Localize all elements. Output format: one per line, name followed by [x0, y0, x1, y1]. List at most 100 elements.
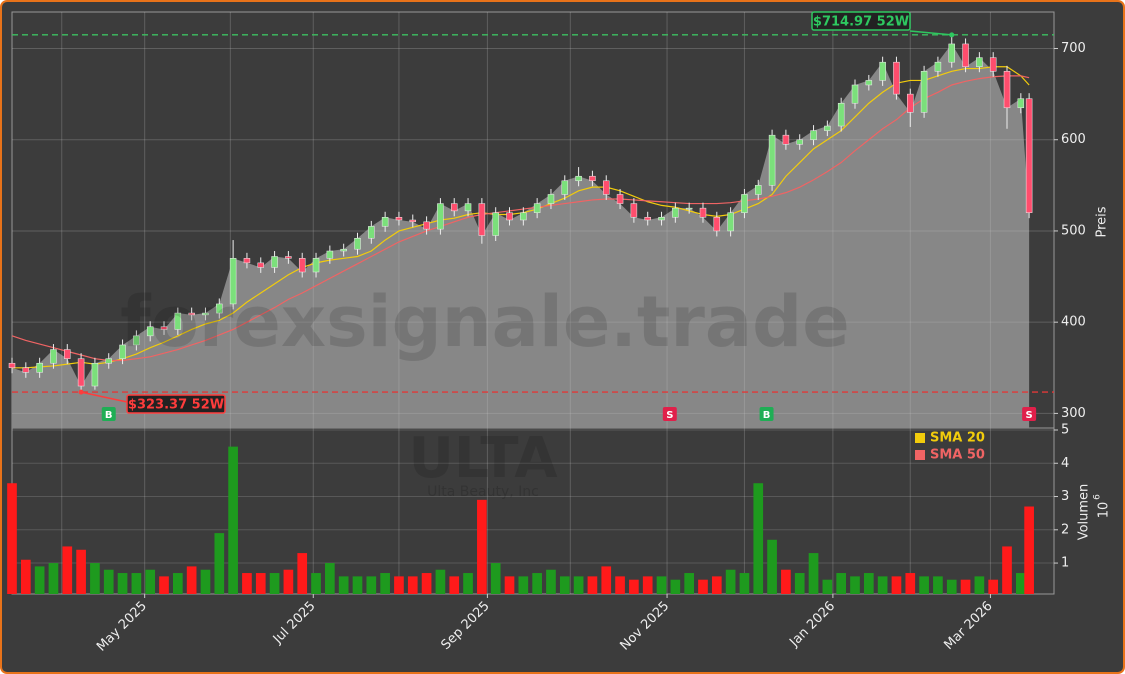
- volume-tick-label: 2: [1061, 522, 1069, 537]
- candle-body: [50, 349, 57, 364]
- candle-body: [381, 217, 389, 227]
- annotation-label: $714.97 52W: [813, 15, 909, 30]
- candle-body: [105, 358, 112, 364]
- candle-body: [1025, 98, 1033, 213]
- volume-bar: [394, 576, 404, 594]
- volume-bar: [877, 576, 888, 594]
- signal-marker: [1022, 407, 1037, 421]
- candle-body: [851, 84, 859, 104]
- y-tick-label: 600: [1061, 132, 1086, 147]
- volume-bar: [7, 483, 17, 594]
- candle-body: [713, 217, 721, 232]
- candle-body: [202, 312, 209, 316]
- candle-body: [602, 180, 610, 195]
- volume-bar: [559, 576, 570, 594]
- volume-bar: [34, 566, 45, 594]
- volume-bar: [407, 576, 418, 594]
- candle-body: [616, 194, 624, 204]
- candle-body: [920, 71, 928, 113]
- volume-bar: [366, 576, 377, 594]
- candle-body: [893, 61, 900, 95]
- volume-bar: [159, 576, 169, 594]
- candle-body: [409, 219, 417, 223]
- watermark: forexsignale.trade: [120, 281, 849, 363]
- volume-bar: [781, 569, 791, 594]
- volume-bar: [850, 576, 860, 594]
- volume-axis-label: Volumen: [1077, 484, 1092, 541]
- volume-exponent: 6: [1093, 494, 1103, 500]
- signal-marker: [662, 407, 677, 421]
- volume-bar: [1024, 506, 1034, 594]
- candle-body: [976, 57, 983, 67]
- volume-bar: [946, 579, 957, 594]
- volume-bar: [283, 569, 294, 594]
- volume-bar: [200, 569, 211, 594]
- volume-bar: [808, 553, 819, 594]
- candle-body: [865, 80, 873, 86]
- candle-body: [174, 312, 182, 330]
- candle-body: [340, 248, 347, 252]
- volume-bar: [546, 569, 556, 594]
- candle-body: [243, 258, 251, 264]
- volume-bar: [629, 579, 639, 594]
- candle-body: [478, 203, 486, 236]
- annotation-arrowhead: [78, 389, 84, 395]
- volume-bar: [974, 576, 985, 594]
- candle-body: [298, 258, 306, 273]
- volume-bar: [836, 573, 847, 594]
- candle-body: [810, 130, 817, 140]
- candle-body: [368, 226, 375, 239]
- signal-marker: [759, 407, 774, 421]
- legend-swatch: [915, 433, 925, 443]
- volume-bar: [587, 576, 598, 594]
- volume-bar: [311, 573, 321, 594]
- volume-bar: [504, 576, 515, 594]
- candle-body: [699, 207, 707, 218]
- volume-bar: [753, 483, 764, 594]
- candle-body: [216, 303, 223, 314]
- candle-body: [989, 57, 997, 72]
- volume-bar: [48, 563, 59, 594]
- volume-bar: [891, 576, 902, 594]
- volume-bar: [463, 573, 473, 594]
- candle-body: [796, 139, 803, 145]
- y-axis-label: Preis: [1095, 206, 1110, 237]
- candle-body: [506, 212, 513, 221]
- candle-body: [64, 349, 71, 359]
- candle-body: [492, 212, 499, 236]
- candle-body: [188, 312, 195, 316]
- volume-bar: [1015, 573, 1026, 594]
- ticker-watermark: ULTA: [408, 426, 558, 491]
- volume-bar: [725, 569, 736, 594]
- volume-bar: [698, 579, 708, 594]
- legend-swatch: [915, 450, 925, 460]
- volume-bar: [822, 579, 833, 594]
- candle-body: [658, 217, 665, 221]
- volume-bar: [255, 573, 266, 594]
- volume-bar: [325, 563, 335, 594]
- annotation-box: [126, 394, 226, 414]
- volume-bar: [767, 539, 777, 594]
- annotation-arrowhead: [949, 32, 955, 38]
- volume-bar: [435, 569, 446, 594]
- volume-bar: [76, 549, 86, 594]
- signal-marker: [101, 407, 116, 421]
- annotation-label: $323.37 52W: [128, 398, 224, 413]
- candle-body: [547, 194, 555, 204]
- volume-multiplier: 10: [1097, 502, 1112, 519]
- volume-tick-label: 1: [1061, 556, 1069, 571]
- candle-body: [326, 250, 334, 259]
- candle-body: [879, 61, 886, 81]
- candle-body: [1017, 98, 1025, 109]
- volume-bar: [380, 573, 390, 594]
- y-tick-label: 500: [1061, 223, 1086, 238]
- y-tick-label: 300: [1061, 406, 1086, 421]
- candle-body: [741, 194, 748, 213]
- volume-bar: [228, 446, 238, 594]
- candle-body: [146, 326, 154, 337]
- volume-bar: [145, 569, 156, 594]
- candle-body: [77, 358, 85, 387]
- annotation-arrow: [909, 30, 952, 36]
- signal-label: S: [1026, 410, 1033, 421]
- volume-bar: [573, 576, 584, 594]
